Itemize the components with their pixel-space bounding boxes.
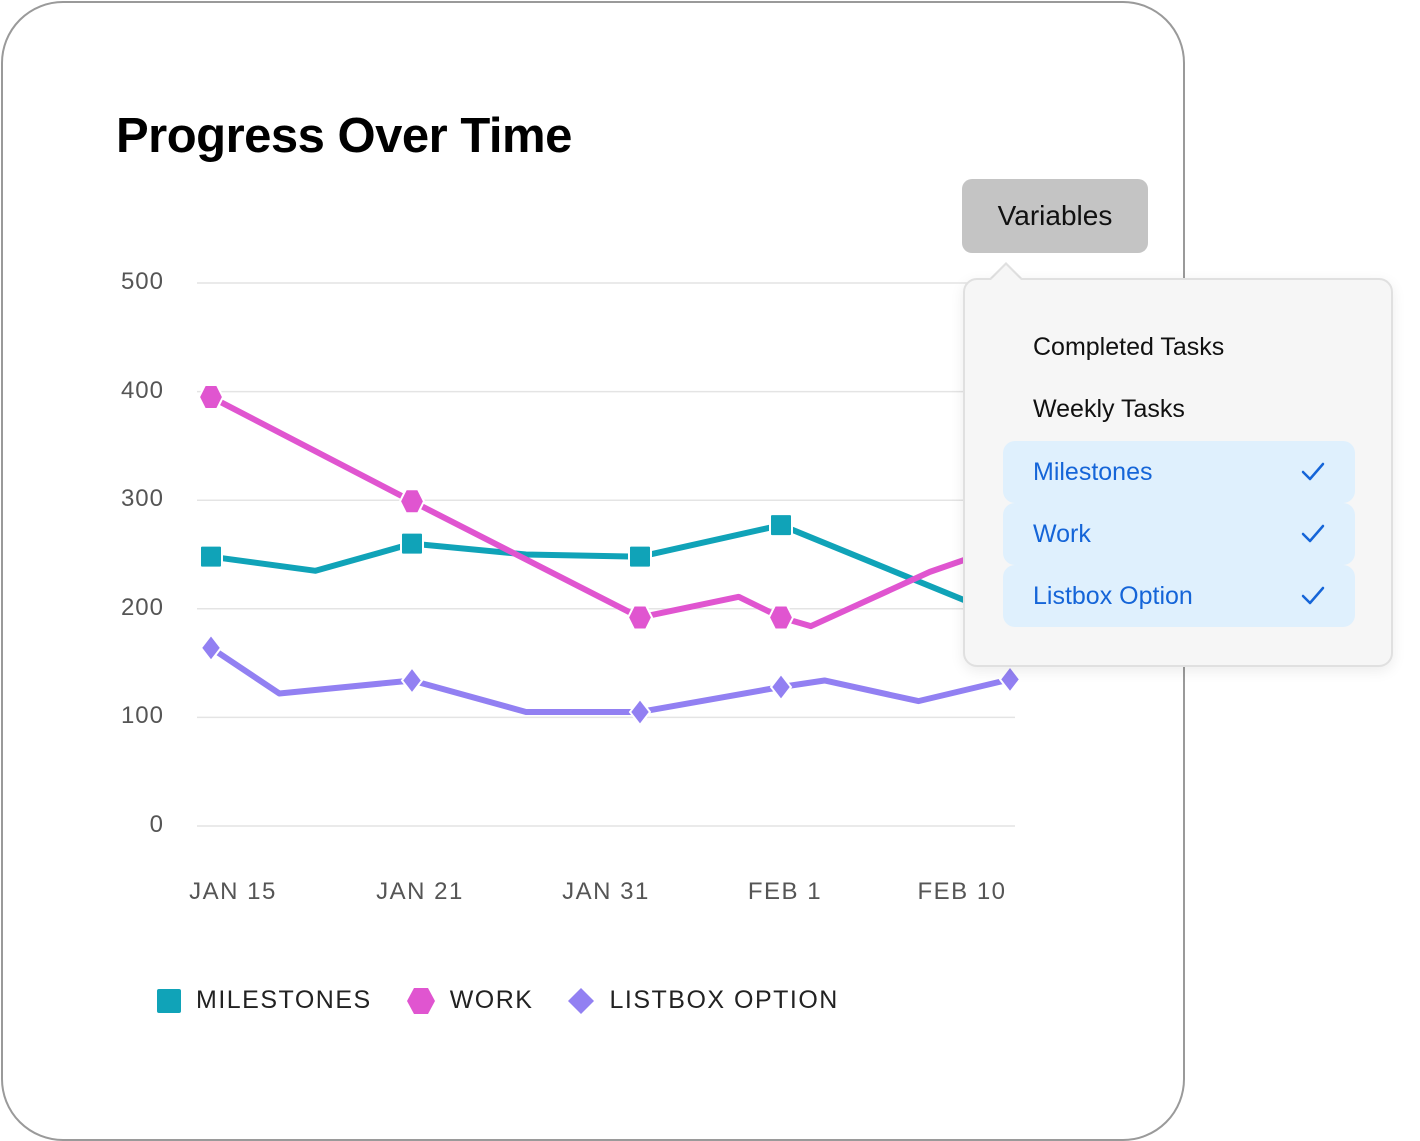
diamond-marker[interactable] [998, 664, 1022, 695]
checkmark-icon [1301, 586, 1325, 605]
option-label: Milestones [1033, 457, 1153, 486]
square-marker[interactable] [769, 513, 793, 538]
chart-title: Progress Over Time [116, 109, 572, 163]
variables-button[interactable]: Variables [962, 179, 1148, 253]
y-tick-label: 400 [120, 376, 164, 404]
option-label: Listbox Option [1033, 581, 1193, 610]
y-tick-label: 500 [120, 268, 164, 295]
diamond-marker[interactable] [628, 697, 652, 727]
option-weekly-tasks[interactable]: Weekly Tasks [1003, 378, 1355, 440]
option-label: Completed Tasks [1033, 332, 1225, 361]
option-listbox-option[interactable]: Listbox Option [1003, 565, 1355, 627]
legend-label: WORK [449, 986, 534, 1014]
legend-item-milestones[interactable]: MILESTONES [156, 986, 372, 1015]
series-line-listbox-option [208, 644, 1013, 715]
legend-label: LISTBOX OPTION [609, 986, 839, 1014]
diamond-marker[interactable] [400, 665, 424, 696]
x-tick-label: JAN 31 [562, 878, 650, 905]
legend-item-work[interactable]: WORK [406, 986, 534, 1015]
y-tick-label: 200 [120, 593, 164, 621]
x-tick-label: FEB 10 [917, 878, 1007, 905]
checkmark-icon [1301, 524, 1325, 543]
hexagon-marker[interactable] [626, 604, 654, 631]
legend-item-listbox-option[interactable]: LISTBOX OPTION [567, 986, 838, 1015]
hexagon-marker[interactable] [197, 384, 225, 411]
hexagon-marker[interactable] [767, 604, 795, 631]
x-tick-label: JAN 15 [189, 878, 277, 905]
x-tick-label: JAN 21 [376, 878, 464, 905]
y-tick-label: 300 [120, 485, 164, 513]
legend-label: MILESTONES [196, 986, 372, 1014]
diamond-marker[interactable] [199, 633, 223, 663]
legend: MILESTONES WORK LISTBOX OPTION [156, 986, 873, 1015]
square-marker-icon [157, 988, 181, 1013]
option-work[interactable]: Work [1003, 503, 1355, 565]
hexagon-marker-icon [406, 987, 435, 1014]
square-marker[interactable] [400, 531, 424, 556]
checkmark-icon [1301, 462, 1325, 481]
y-tick-label: 100 [120, 702, 164, 730]
option-milestones[interactable]: Milestones [1003, 441, 1355, 503]
diamond-marker-icon [568, 987, 595, 1014]
y-tick-label: 0 [149, 811, 164, 838]
x-tick-label: FEB 1 [747, 878, 823, 905]
series-line-work [208, 394, 968, 630]
popover-arrow-fill [990, 265, 1022, 281]
variables-popover: Completed Tasks Weekly Tasks Milestones Wor… [963, 278, 1393, 667]
option-label: Work [1033, 519, 1091, 548]
hexagon-marker[interactable] [398, 488, 426, 515]
square-marker[interactable] [628, 544, 652, 569]
diamond-marker[interactable] [769, 672, 793, 702]
option-label: Weekly Tasks [1033, 394, 1185, 423]
square-marker[interactable] [199, 544, 223, 569]
option-completed-tasks[interactable]: Completed Tasks [1003, 316, 1355, 378]
